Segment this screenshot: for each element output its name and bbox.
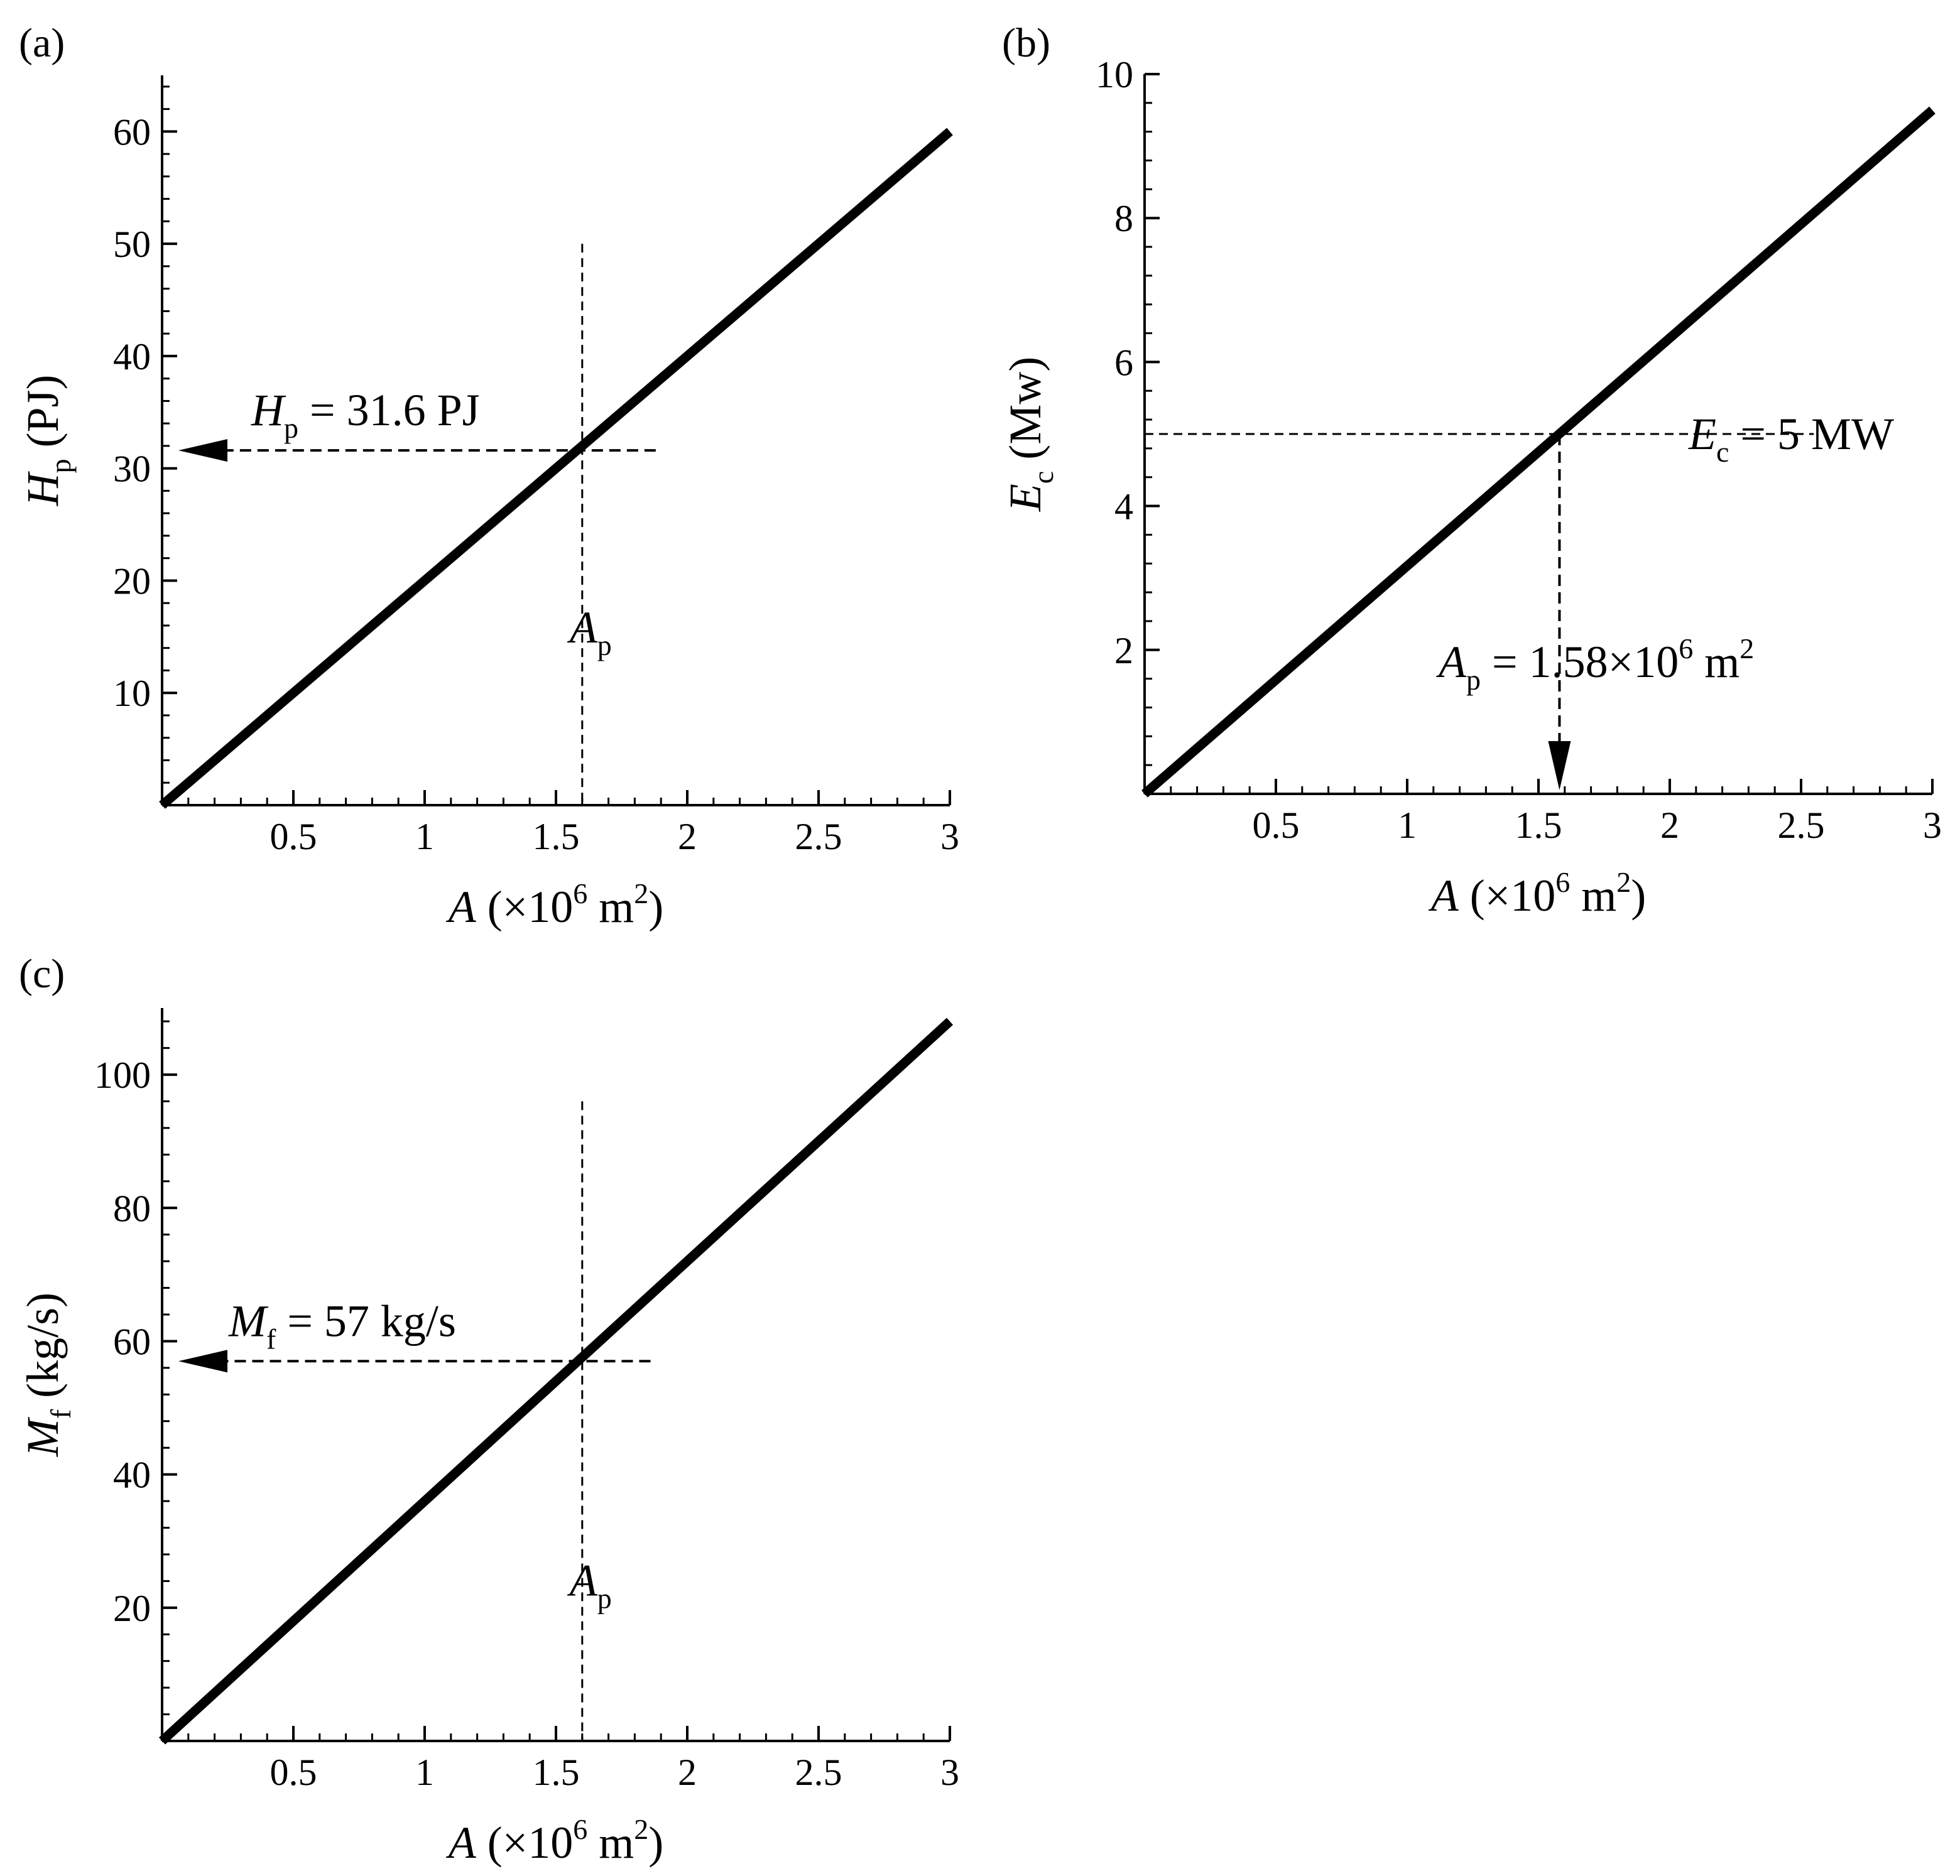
y-tick-label: 4	[1114, 486, 1133, 528]
y-tick-label: 20	[113, 1588, 151, 1629]
x-tick-label: 0.5	[1253, 805, 1300, 846]
series-line	[159, 127, 953, 809]
y-axis-label: Hp (PJ)	[18, 374, 77, 506]
x-tick-label: 1	[415, 816, 434, 857]
arrowhead	[178, 439, 227, 462]
x-tick-label: 1.5	[533, 1752, 580, 1793]
y-tick-label: 8	[1114, 198, 1133, 239]
chart-panel-a: (a) 0.5 1 1.5 2 2.5 3 10 20 30 40 50 60 A (×106 m2) Hp…	[18, 20, 959, 932]
arrowhead	[1548, 741, 1571, 790]
x-tick-label: 2	[1660, 805, 1679, 846]
x-tick-label: 3	[940, 1752, 959, 1793]
y-tick-label: 100	[94, 1055, 151, 1096]
panel-label: (a)	[19, 20, 65, 66]
y-tick-label: 6	[1114, 342, 1133, 383]
y-tick-label: 20	[113, 560, 151, 602]
value-annotation: Hp = 31.6 PJ	[251, 385, 480, 444]
x-tick-label: 2.5	[795, 1752, 842, 1793]
x-axis-label: A (×106 m2)	[446, 877, 664, 932]
y-tick-label: 30	[113, 448, 151, 490]
y-tick-label: 40	[113, 336, 151, 377]
value-annotation: Mf = 57 kg/s	[228, 1296, 456, 1355]
y-axis-label: Ec (Mw)	[1000, 357, 1059, 512]
x-tick-label: 0.5	[270, 1752, 317, 1793]
y-tick-label: 2	[1114, 630, 1133, 671]
x-tick-label: 2	[678, 816, 697, 857]
value-annotation: Ec = 5 MW	[1688, 409, 1894, 468]
x-tick-label: 2	[678, 1752, 697, 1793]
x-tick-label: 2.5	[1778, 805, 1825, 846]
x-tick-label: 3	[1923, 805, 1942, 846]
y-tick-label: 10	[113, 673, 151, 714]
panel-label: (c)	[19, 951, 65, 997]
ap-marker-label: Ap	[567, 1556, 612, 1615]
x-axis-label: A (×106 m2)	[446, 1813, 664, 1868]
x-tick-label: 3	[940, 816, 959, 857]
x-tick-label: 2.5	[795, 816, 842, 857]
ap-value-annotation: Ap = 1.58×106 m2	[1436, 632, 1754, 696]
x-tick-label: 1.5	[1515, 805, 1562, 846]
y-tick-label: 10	[1096, 54, 1133, 95]
series-line	[158, 1017, 954, 1745]
y-tick-label: 50	[113, 224, 151, 265]
series-line	[1141, 106, 1936, 798]
y-axis-label: Mf (kg/s)	[18, 1293, 77, 1457]
y-tick-label: 40	[113, 1455, 151, 1496]
x-tick-label: 1	[415, 1752, 434, 1793]
arrowhead	[178, 1350, 227, 1373]
panel-label: (b)	[1002, 20, 1050, 66]
chart-panel-c: (c) 0.5 1 1.5 2 2.5 3 20 40 60 80 100 A (×106 m2) Mf …	[18, 951, 959, 1868]
x-axis-label: A (×106 m2)	[1429, 866, 1647, 921]
chart-panel-b: (b) 0.5 1 1.5 2 2.5 3 2 4 6 8 10 A (×106 m2) Ec (Mw) E…	[1000, 20, 1942, 921]
y-tick-label: 60	[113, 1321, 151, 1362]
x-tick-label: 0.5	[270, 816, 317, 857]
y-tick-label: 80	[113, 1188, 151, 1229]
y-tick-label: 60	[113, 111, 151, 153]
ap-marker-label: Ap	[567, 602, 612, 661]
x-tick-label: 1	[1398, 805, 1417, 846]
x-tick-label: 1.5	[533, 816, 580, 857]
